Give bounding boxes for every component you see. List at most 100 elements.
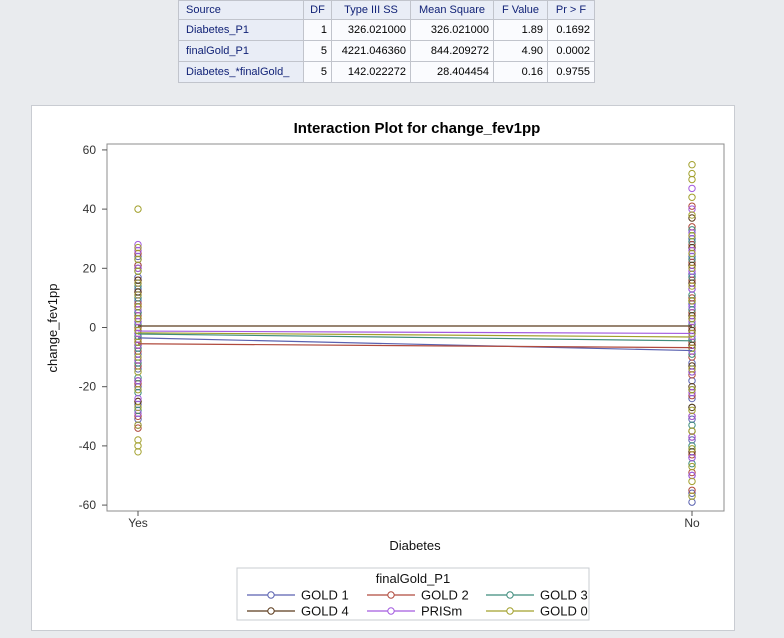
table-cell: 5 (303, 40, 332, 62)
data-point (688, 462, 696, 471)
data-point (688, 388, 696, 397)
data-point (688, 161, 696, 169)
data-point (688, 169, 696, 178)
scatter-points (134, 161, 696, 506)
data-point (688, 454, 696, 462)
table-cell: 142.022272 (331, 61, 411, 83)
legend-label: GOLD 0 (540, 604, 588, 619)
header-type3ss: Type III SS (331, 0, 411, 20)
table-cell: 1.89 (493, 19, 548, 41)
legend-label: GOLD 3 (540, 588, 588, 603)
y-tick-label: 0 (89, 321, 96, 335)
data-point (134, 276, 142, 284)
data-point (688, 427, 696, 435)
legend-item: GOLD 3 (486, 588, 588, 603)
table-cell: 0.16 (493, 61, 548, 83)
data-point (134, 368, 142, 376)
table-cell: 0.1692 (547, 19, 595, 41)
data-point (134, 403, 142, 412)
data-point (688, 445, 696, 453)
legend: finalGold_P1 GOLD 1 GOLD 2 GOLD 3 GOLD 4 PRI… (236, 567, 590, 621)
x-tick-label: Yes (128, 516, 148, 530)
table-cell: Diabetes_P1 (178, 19, 304, 41)
header-pr-f: Pr > F (547, 0, 595, 20)
legend-label: GOLD 4 (301, 604, 349, 619)
x-axis: Yes No (128, 511, 700, 530)
y-axis: 60 40 20 0 -20 -40 -60 (79, 143, 107, 512)
data-point (134, 291, 142, 299)
plot-panel: Interaction Plot for change_fev1pp 60 40 2… (31, 105, 735, 631)
data-point (134, 306, 142, 314)
table-cell: Diabetes_*finalGold_ (178, 61, 304, 83)
data-point (688, 282, 696, 290)
legend-swatch-marker (267, 607, 275, 615)
data-point (134, 356, 142, 364)
table-row: Diabetes_P1 1 326.021000 326.021000 1.89… (178, 19, 595, 41)
legend-swatch-marker (387, 607, 395, 615)
series-mean-line (137, 330, 693, 335)
data-point (688, 406, 696, 415)
table-cell: finalGold_P1 (178, 40, 304, 62)
data-point (688, 246, 696, 255)
data-point (134, 255, 142, 264)
data-point (688, 403, 696, 412)
data-point (688, 285, 696, 293)
data-point (134, 264, 142, 273)
header-source: Source (178, 0, 304, 20)
y-tick-label: -60 (79, 498, 97, 512)
data-point (134, 279, 142, 287)
table-cell: 326.021000 (331, 19, 411, 41)
data-point (134, 436, 142, 444)
data-point (134, 377, 142, 385)
data-point (134, 406, 142, 415)
data-point (688, 368, 696, 376)
legend-item: GOLD 2 (367, 588, 469, 603)
data-point (688, 344, 696, 352)
table-cell: 326.021000 (410, 19, 494, 41)
series-mean-line (137, 337, 693, 352)
data-point (688, 202, 696, 210)
data-point (134, 317, 142, 326)
data-point (134, 385, 142, 394)
legend-label: GOLD 2 (421, 588, 469, 603)
data-point (688, 267, 696, 275)
data-point (134, 243, 142, 252)
x-axis-label: Diabetes (389, 538, 441, 553)
data-point (134, 326, 142, 335)
data-point (688, 492, 696, 500)
data-point (688, 297, 696, 305)
data-point (688, 477, 696, 486)
chart-title: Interaction Plot for change_fev1pp (294, 120, 541, 137)
table-cell: 0.0002 (547, 40, 595, 62)
data-point (134, 424, 142, 432)
series-mean-line (137, 333, 693, 342)
series-mean-line (137, 343, 693, 349)
data-point (134, 338, 142, 346)
interaction-plot: Interaction Plot for change_fev1pp 60 40 2… (45, 120, 725, 621)
data-point (688, 214, 696, 222)
header-df: DF (303, 0, 332, 20)
table-cell: 844.209272 (410, 40, 494, 62)
table-cell: 28.404454 (410, 61, 494, 83)
data-point (688, 232, 696, 240)
data-point (688, 365, 696, 373)
anova-table: Source DF Type III SS Mean Square F Valu… (178, 0, 595, 83)
legend-swatch-marker (387, 591, 395, 599)
y-tick-label: 20 (83, 261, 97, 275)
data-point (688, 489, 696, 497)
data-point (688, 193, 696, 201)
data-point (688, 211, 696, 219)
data-point (688, 347, 696, 355)
series-mean-line (137, 332, 693, 338)
data-point (134, 421, 142, 429)
legend-item: GOLD 0 (486, 604, 588, 619)
data-point (688, 184, 696, 193)
x-tick-label: No (684, 516, 700, 530)
y-axis-label: change_fev1pp (45, 284, 60, 373)
table-cell: 4221.046360 (331, 40, 411, 62)
legend-swatch-marker (506, 607, 514, 615)
data-point (134, 267, 142, 275)
legend-swatch-marker (267, 591, 275, 599)
header-mean-square: Mean Square (410, 0, 494, 20)
table-cell: 1 (303, 19, 332, 41)
